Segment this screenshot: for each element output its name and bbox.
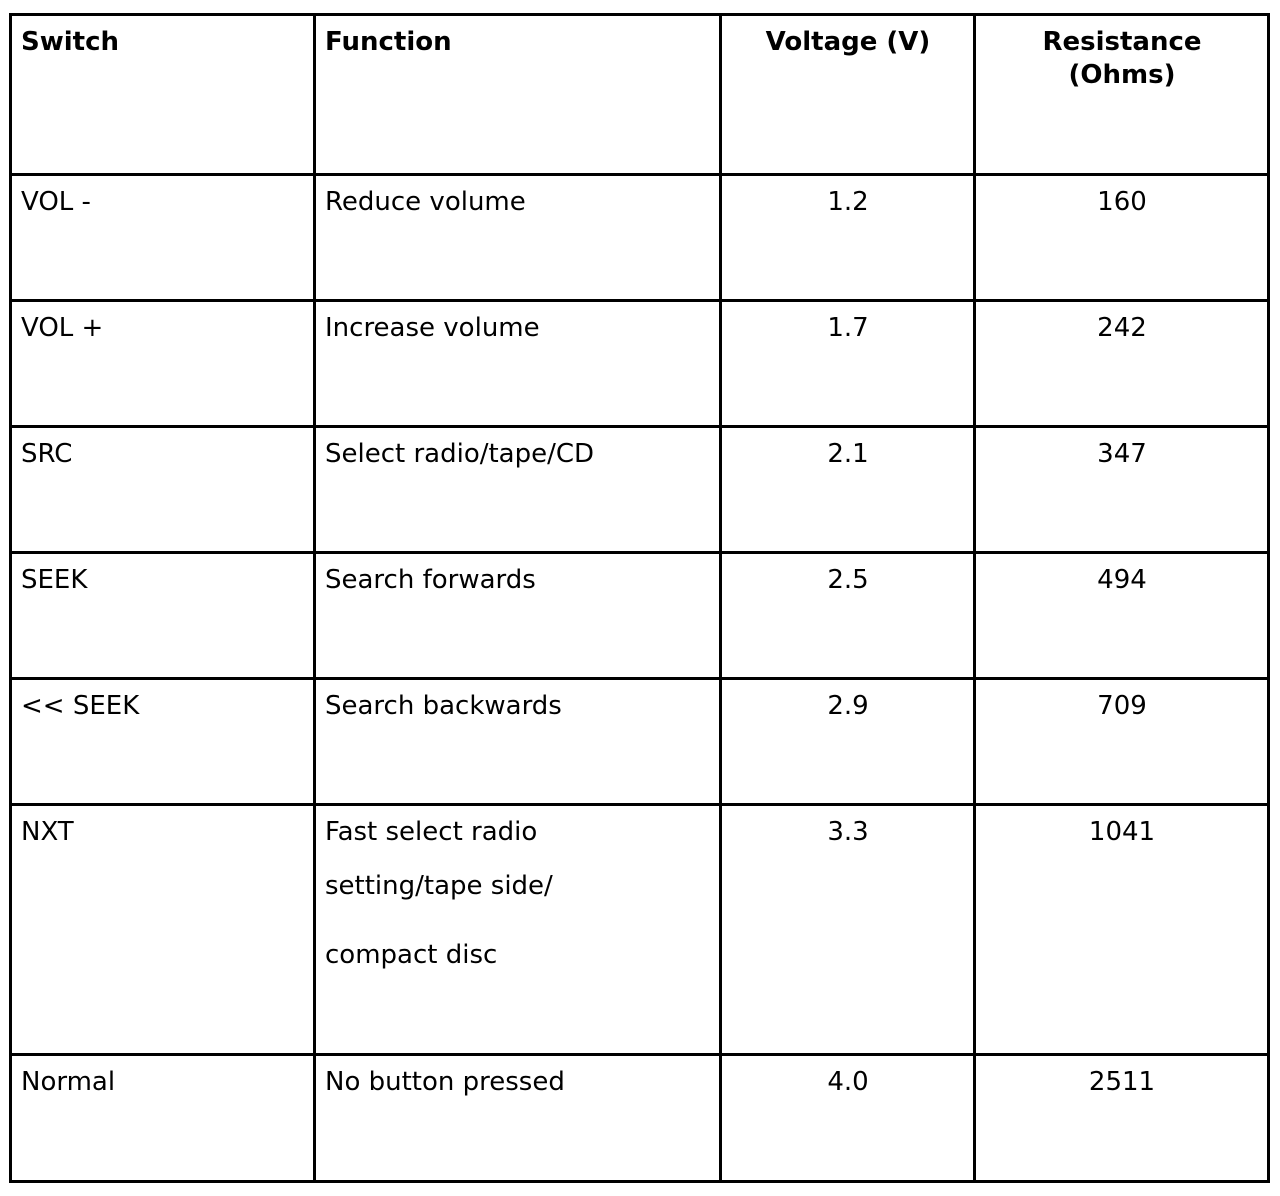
header-voltage: Voltage (V) <box>719 13 976 176</box>
table-row: VOL + Increase volume 1.7 242 <box>9 299 1270 428</box>
switch-table: Switch Function Voltage (V) Resistance (… <box>9 13 1270 1183</box>
cell-switch: << SEEK <box>9 677 316 806</box>
header-function: Function <box>313 13 722 176</box>
cell-resistance: 494 <box>973 551 1270 680</box>
header-resistance: Resistance (Ohms) <box>973 13 1270 176</box>
table-row: NXT Fast select radio setting/tape side/… <box>9 803 1270 1056</box>
function-line: No button pressed <box>325 1067 565 1097</box>
function-line: compact disc <box>325 940 498 970</box>
cell-function: Fast select radio setting/tape side/ com… <box>313 803 722 1056</box>
cell-function: Search forwards <box>313 551 722 680</box>
table-row: SRC Select radio/tape/CD 2.1 347 <box>9 425 1270 554</box>
cell-resistance: 709 <box>973 677 1270 806</box>
cell-switch: VOL - <box>9 173 316 302</box>
table-row: << SEEK Search backwards 2.9 709 <box>9 677 1270 806</box>
cell-resistance: 242 <box>973 299 1270 428</box>
cell-voltage: 3.3 <box>719 803 976 1056</box>
function-line: Reduce volume <box>325 187 526 217</box>
cell-function: Reduce volume <box>313 173 722 302</box>
cell-voltage: 4.0 <box>719 1053 976 1183</box>
table-row: VOL - Reduce volume 1.2 160 <box>9 173 1270 302</box>
table-row: SEEK Search forwards 2.5 494 <box>9 551 1270 680</box>
function-line: Search backwards <box>325 691 562 721</box>
cell-resistance: 2511 <box>973 1053 1270 1183</box>
cell-function: No button pressed <box>313 1053 722 1183</box>
header-row: Switch Function Voltage (V) Resistance (… <box>9 13 1270 176</box>
function-line: Fast select radio <box>325 817 538 847</box>
cell-voltage: 1.2 <box>719 173 976 302</box>
cell-resistance: 1041 <box>973 803 1270 1056</box>
cell-voltage: 1.7 <box>719 299 976 428</box>
cell-voltage: 2.5 <box>719 551 976 680</box>
table-row: Normal No button pressed 4.0 2511 <box>9 1053 1270 1183</box>
function-line: Search forwards <box>325 565 536 595</box>
function-line: Select radio/tape/CD <box>325 439 595 469</box>
header-resistance-label: Resistance (Ohms) <box>1042 27 1202 90</box>
function-line: Increase volume <box>325 313 540 343</box>
cell-voltage: 2.1 <box>719 425 976 554</box>
cell-switch: Normal <box>9 1053 316 1183</box>
cell-switch: VOL + <box>9 299 316 428</box>
header-switch: Switch <box>9 13 316 176</box>
cell-resistance: 160 <box>973 173 1270 302</box>
cell-function: Search backwards <box>313 677 722 806</box>
cell-function: Select radio/tape/CD <box>313 425 722 554</box>
cell-switch: NXT <box>9 803 316 1056</box>
cell-resistance: 347 <box>973 425 1270 554</box>
cell-voltage: 2.9 <box>719 677 976 806</box>
cell-function: Increase volume <box>313 299 722 428</box>
cell-switch: SRC <box>9 425 316 554</box>
cell-switch: SEEK <box>9 551 316 680</box>
function-line: setting/tape side/ <box>325 871 553 901</box>
